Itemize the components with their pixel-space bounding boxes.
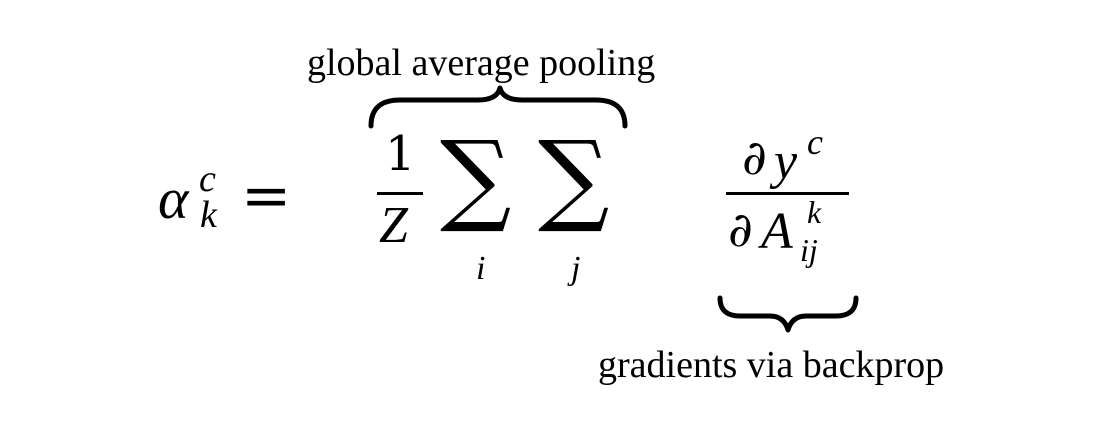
denominator-superscript-k: k xyxy=(807,194,822,230)
partial-denominator: ∂ xyxy=(728,202,753,258)
gradient-fraction-bar xyxy=(726,192,849,195)
sum-symbol-i: ∑ xyxy=(440,119,512,236)
alpha-symbol: α xyxy=(158,166,189,231)
denominator-variable-a: A xyxy=(761,203,793,260)
denominator-subscript-ij: ij xyxy=(800,232,818,268)
fraction-denominator: Z xyxy=(379,197,408,254)
gradients-via-backprop-label: gradients via backprop xyxy=(598,344,945,386)
sum-index-i: i xyxy=(476,250,486,287)
fraction-numerator: 1 xyxy=(385,126,416,182)
numerator-variable-y: y xyxy=(774,133,798,190)
alpha-superscript: c xyxy=(199,158,216,200)
numerator-superscript-c: c xyxy=(807,122,823,162)
pooling-fraction-bar xyxy=(377,192,423,195)
sum-index-j: j xyxy=(571,250,581,287)
equals-sign: = xyxy=(241,161,292,231)
global-average-pooling-label: global average pooling xyxy=(307,42,656,84)
alpha-subscript: k xyxy=(200,194,217,236)
partial-numerator: ∂ xyxy=(742,130,767,186)
sum-symbol-j: ∑ xyxy=(538,119,610,236)
